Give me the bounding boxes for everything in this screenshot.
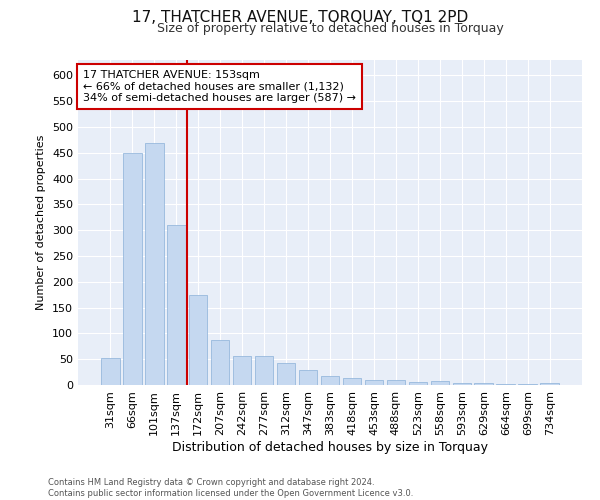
Bar	[343, 378, 361, 385]
Bar	[299, 370, 317, 385]
Bar	[211, 340, 229, 385]
Bar	[123, 153, 142, 385]
Bar	[365, 380, 383, 385]
Bar	[189, 294, 208, 385]
Bar	[409, 382, 427, 385]
Bar	[452, 384, 471, 385]
Bar	[496, 384, 515, 385]
Bar	[167, 225, 185, 385]
Bar	[541, 383, 559, 385]
Bar	[145, 142, 164, 385]
Text: 17 THATCHER AVENUE: 153sqm
← 66% of detached houses are smaller (1,132)
34% of s: 17 THATCHER AVENUE: 153sqm ← 66% of deta…	[83, 70, 356, 103]
Bar	[431, 381, 449, 385]
Text: Contains HM Land Registry data © Crown copyright and database right 2024.
Contai: Contains HM Land Registry data © Crown c…	[48, 478, 413, 498]
Bar	[255, 356, 274, 385]
Text: 17, THATCHER AVENUE, TORQUAY, TQ1 2PD: 17, THATCHER AVENUE, TORQUAY, TQ1 2PD	[132, 10, 468, 25]
Title: Size of property relative to detached houses in Torquay: Size of property relative to detached ho…	[157, 22, 503, 35]
Bar	[277, 363, 295, 385]
Bar	[233, 356, 251, 385]
Bar	[386, 380, 405, 385]
Bar	[475, 384, 493, 385]
Y-axis label: Number of detached properties: Number of detached properties	[37, 135, 46, 310]
Bar	[320, 376, 340, 385]
Bar	[101, 358, 119, 385]
X-axis label: Distribution of detached houses by size in Torquay: Distribution of detached houses by size …	[172, 440, 488, 454]
Bar	[518, 384, 537, 385]
